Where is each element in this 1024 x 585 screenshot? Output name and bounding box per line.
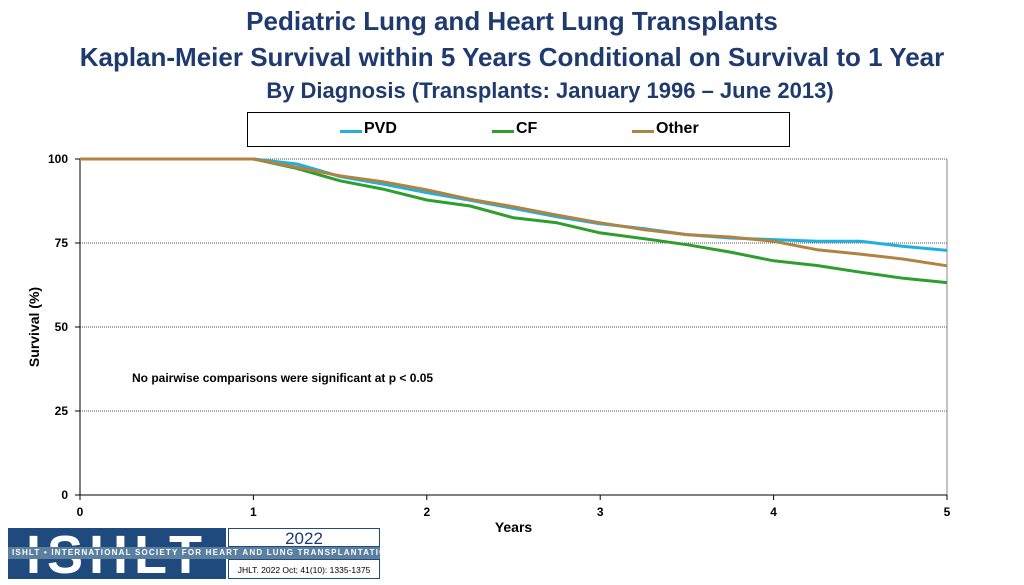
legend-label-cf: CF [516,120,538,137]
x-tick-label-1: 1 [250,505,257,519]
x-tick-label-4: 4 [770,505,777,519]
legend-label-other: Other [656,120,699,137]
journal-citation: JHLT. 2022 Oct; 41(10): 1335-1375 [228,559,380,579]
chart-title: Kaplan-Meier Survival within 5 Years Con… [79,42,945,72]
chart-subtitle: By Diagnosis (Transplants: January 1996 … [266,78,834,103]
y-tick-label-0: 0 [61,488,68,502]
x-tick-label-5: 5 [944,505,951,519]
y-tick-label-100: 100 [48,152,68,166]
series-line-cf [80,157,948,285]
survival-chart: 0 25 50 75 100 0 1 2 3 4 5 Years Survival (%) No … [26,152,951,535]
legend-swatch-other [632,130,654,133]
series-line-other [80,157,948,268]
y-tick-label-75: 75 [55,236,69,250]
chart-annotation: No pairwise comparisons were significant… [132,371,433,385]
series-line-pvd [80,157,948,252]
y-tick-label-25: 25 [55,404,69,418]
x-tick-label-0: 0 [77,505,84,519]
y-tick-label-50: 50 [55,320,69,334]
series-lines [80,157,948,285]
x-tick-label-3: 3 [597,505,604,519]
legend-swatch-pvd [340,130,362,133]
legend-label-pvd: PVD [364,120,397,137]
x-tick-label-2: 2 [423,505,430,519]
page-title: Pediatric Lung and Heart Lung Transplant… [246,6,778,36]
footer-branding: ISHLT ISHLT • INTERNATIONAL SOCIETY FOR … [8,528,380,579]
x-axis-label: Years [495,519,533,535]
x-axis-ticks: 0 1 2 3 4 5 [77,495,951,519]
org-name-band: ISHLT • INTERNATIONAL SOCIETY FOR HEART … [8,547,380,559]
chart-legend: PVD CF Other [247,112,790,147]
y-axis-label: Survival (%) [26,287,42,367]
legend-swatch-cf [492,130,514,133]
report-year: 2022 [228,528,380,548]
y-axis-ticks: 0 25 50 75 100 [48,152,80,502]
